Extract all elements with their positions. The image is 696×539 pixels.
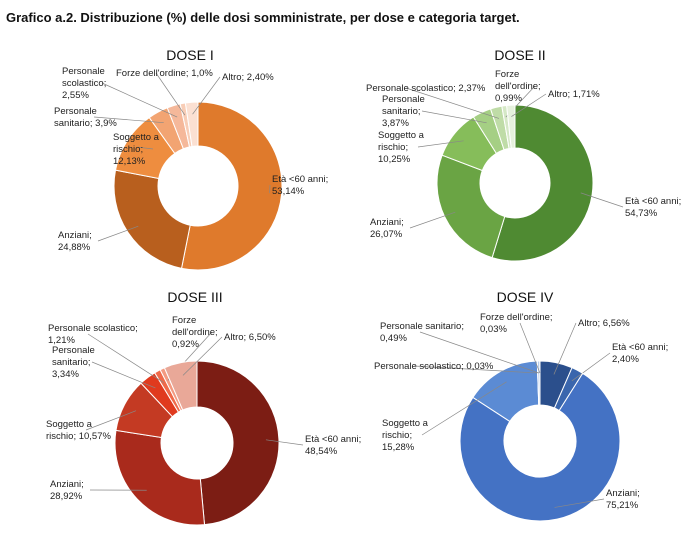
- data-label-et-60-anni: Età <60 anni; 2,40%: [612, 342, 668, 365]
- donut-chart-dose-4: DOSE IV Altro; 6,56% Età <60 anni; 2,40% An…: [360, 285, 690, 535]
- data-label-soggetto-a-rischio: Soggetto a rischio; 10,57%: [46, 419, 112, 442]
- data-label-altro: Altro; 1,71%: [548, 89, 600, 100]
- leader-line: [580, 192, 624, 208]
- leader-line: [101, 82, 178, 118]
- leader-line: [91, 361, 156, 389]
- data-label-et-60-anni: Età <60 anni; 54,73%: [625, 196, 681, 219]
- data-label-et-60-anni: Età <60 anni; 48,54%: [305, 434, 361, 457]
- chart-title: DOSE III: [167, 289, 223, 305]
- data-label-altro: Altro; 6,50%: [224, 332, 276, 343]
- data-label-anziani: Anziani; 75,21%: [606, 488, 640, 511]
- data-label-personale-scolastico: Personale scolastico; 0,03%: [374, 361, 494, 372]
- donut-hole: [161, 407, 233, 479]
- leader-line: [419, 331, 539, 374]
- data-label-anziani: Anziani; 26,07%: [370, 217, 404, 240]
- data-label-forze-dell-ordine: Forze dell'ordine; 0,99%: [495, 69, 541, 104]
- donut-hole: [158, 146, 238, 226]
- leader-line: [421, 381, 507, 436]
- data-label-personale-sanitario: Personale sanitario; 3,87%: [382, 94, 425, 129]
- leader-line: [192, 76, 221, 115]
- donut-svg: Età <60 anni; 48,54% Anziani; 28,92% Soggett…: [46, 315, 361, 526]
- leader-line: [85, 410, 137, 431]
- donut-chart-dose-1: DOSE I Età <60 anni; 53,14% Anziani; 24,88%…: [40, 40, 340, 280]
- chart-title: DOSE I: [166, 47, 214, 63]
- leader-line: [87, 333, 164, 383]
- data-label-soggetto-a-rischio: Soggetto a rischio; 15,28%: [382, 418, 429, 453]
- donut-hole: [504, 405, 576, 477]
- data-label-forze-dell-ordine: Forze dell'ordine; 0,92%: [172, 315, 218, 350]
- data-label-personale-sanitario: Personale sanitario; 3,34%: [52, 345, 95, 380]
- data-label-altro: Altro; 6,56%: [578, 318, 630, 329]
- data-label-forze-dell-ordine: Forze dell'ordine; 0,03%: [480, 312, 553, 335]
- data-label-soggetto-a-rischio: Soggetto a rischio; 10,25%: [378, 130, 425, 165]
- leader-line: [554, 498, 605, 508]
- chart-title: DOSE II: [494, 47, 546, 63]
- donut-hole: [480, 148, 550, 218]
- leader-line: [265, 439, 304, 446]
- donut-svg: Altro; 6,56% Età <60 anni; 2,40% Anziani; 75…: [374, 312, 668, 522]
- leader-line: [409, 211, 456, 229]
- slice-anziani: [113, 169, 191, 269]
- leader-line: [571, 352, 611, 382]
- leader-line: [413, 365, 538, 374]
- leader-line: [93, 116, 164, 124]
- data-label-personale-scolastico: Personale scolastico; 2,55%: [62, 66, 106, 101]
- data-label-altro: Altro; 2,40%: [222, 72, 274, 83]
- leader-line: [97, 225, 139, 242]
- leader-line: [421, 110, 487, 124]
- chart-figure-title: Grafico a.2. Distribuzione (%) delle dos…: [6, 10, 520, 25]
- chart-title: DOSE IV: [496, 289, 554, 305]
- leader-line: [137, 146, 154, 150]
- leader-line: [182, 336, 223, 376]
- donut-svg: Età <60 anni; 53,14% Anziani; 24,88% Soggett…: [54, 66, 328, 271]
- data-label-anziani: Anziani; 28,92%: [50, 479, 84, 502]
- leader-line: [553, 322, 577, 375]
- data-label-personale-sanitario: Personale sanitario; 0,49%: [380, 321, 464, 344]
- data-label-personale-scolastico: Personale scolastico; 1,21%: [48, 323, 138, 346]
- leader-line: [417, 140, 464, 148]
- data-label-personale-scolastico: Personale scolastico; 2,37%: [366, 83, 486, 94]
- leader-line: [405, 87, 500, 119]
- leader-line: [511, 93, 547, 117]
- data-label-et-60-anni: Età <60 anni; 53,14%: [272, 174, 328, 197]
- leader-line: [519, 322, 541, 374]
- data-label-soggetto-a-rischio: Soggetto a rischio; 12,13%: [113, 132, 160, 167]
- donut-chart-dose-3: DOSE III Età <60 anni; 48,54% Anziani; 28,9…: [30, 285, 361, 535]
- data-label-personale-sanitario: Personale sanitario; 3,9%: [54, 106, 117, 129]
- leader-line: [155, 72, 186, 116]
- data-label-anziani: Anziani; 24,88%: [58, 230, 92, 253]
- donut-svg: Età <60 anni; 54,73% Anziani; 26,07% Soggett…: [366, 69, 681, 262]
- donut-chart-dose-2: DOSE II Età <60 anni; 54,73% Anziani; 26,07…: [360, 40, 681, 280]
- data-label-forze-dell-ordine: Forze dell'ordine; 1,0%: [116, 68, 213, 79]
